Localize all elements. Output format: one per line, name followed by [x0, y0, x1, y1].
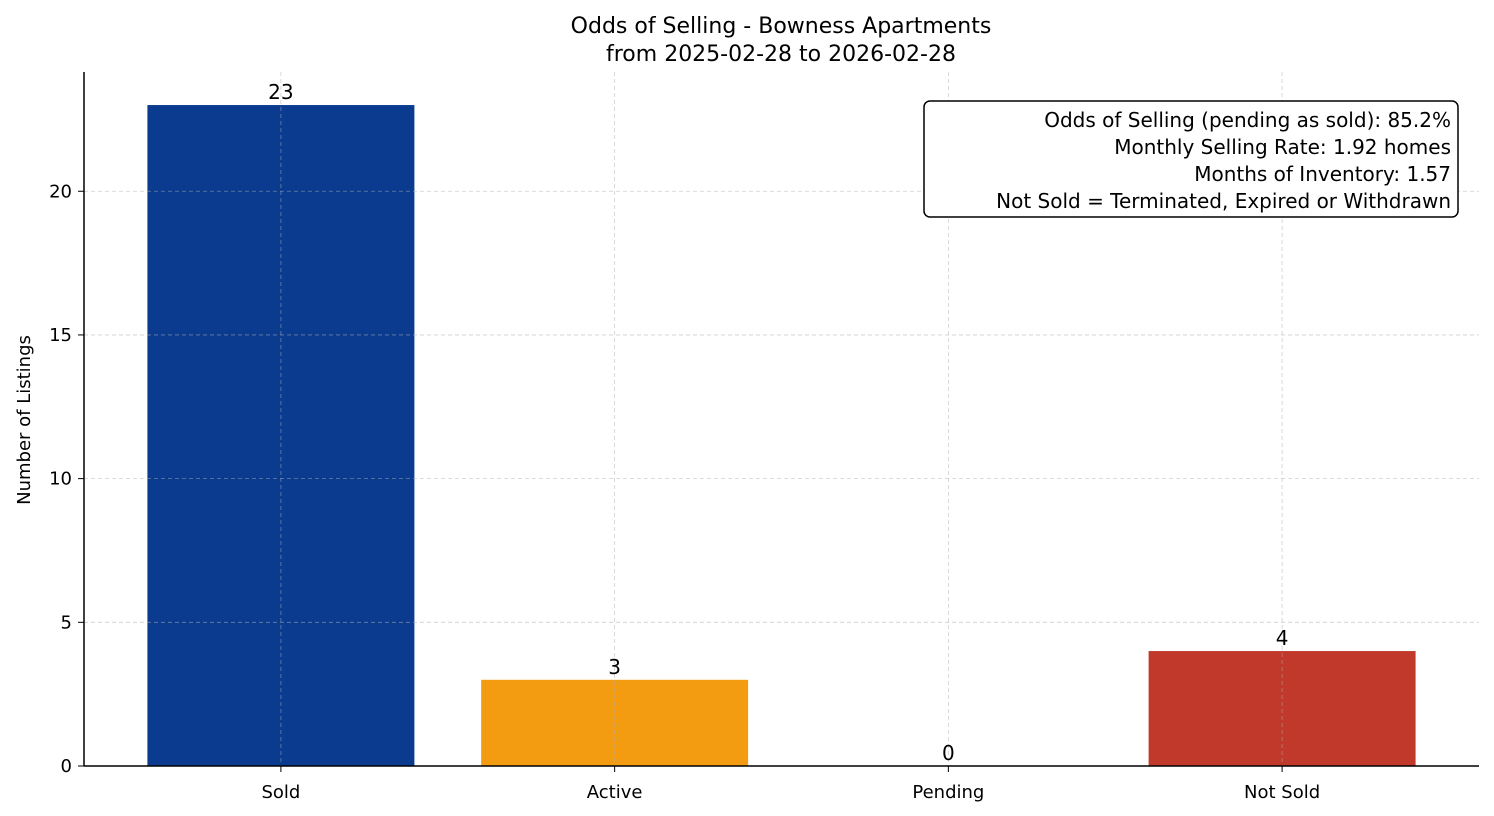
annotation-line: Monthly Selling Rate: 1.92 homes	[1114, 135, 1451, 159]
data-label: 23	[268, 80, 293, 104]
annotation-line: Odds of Selling (pending as sold): 85.2%	[1044, 108, 1451, 132]
bar-sold	[147, 105, 415, 767]
data-label: 3	[608, 655, 621, 679]
y-tick-label: 20	[49, 181, 72, 202]
axes: Sold Active Pending Not Sold 0 5 10 15 20	[49, 72, 1479, 803]
y-tick-label: 5	[61, 612, 72, 633]
annotation-box: Odds of Selling (pending as sold): 85.2%…	[923, 100, 1459, 218]
data-label: 0	[942, 741, 955, 765]
x-tick-label: Not Sold	[1244, 782, 1320, 803]
annotation-line: Not Sold = Terminated, Expired or Withdr…	[996, 189, 1451, 213]
x-tick-label: Sold	[261, 782, 300, 803]
x-tick-label: Active	[587, 782, 643, 803]
chart-title: Odds of Selling - Bowness Apartments	[571, 14, 992, 39]
chart-subtitle: from 2025-02-28 to 2026-02-28	[606, 42, 956, 67]
y-tick-label: 10	[49, 469, 72, 490]
annotation-line: Months of Inventory: 1.57	[1194, 162, 1451, 186]
x-tick-label: Pending	[912, 782, 984, 803]
y-axis-label: Number of Listings	[14, 335, 35, 505]
y-tick-label: 15	[49, 325, 72, 346]
y-tick-label: 0	[61, 756, 72, 777]
data-labels: 23 3 0 4	[268, 80, 1288, 765]
annotation-box-frame	[923, 100, 1459, 218]
data-label: 4	[1276, 626, 1289, 650]
